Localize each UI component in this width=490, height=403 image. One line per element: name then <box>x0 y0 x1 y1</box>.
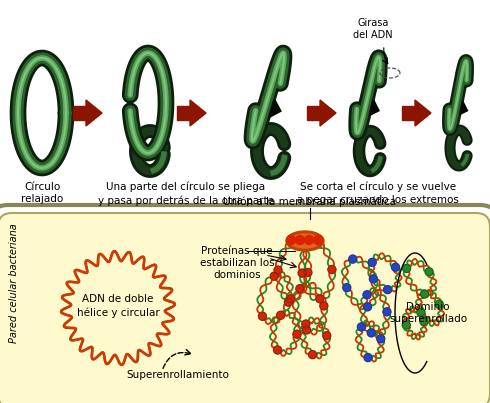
Polygon shape <box>190 100 206 126</box>
Polygon shape <box>177 106 190 120</box>
Circle shape <box>258 312 267 320</box>
Circle shape <box>274 266 282 274</box>
Circle shape <box>302 326 311 334</box>
Circle shape <box>383 308 391 316</box>
Circle shape <box>302 320 310 328</box>
Circle shape <box>435 300 443 308</box>
Polygon shape <box>86 100 102 126</box>
Polygon shape <box>307 106 320 120</box>
Circle shape <box>310 239 318 247</box>
Circle shape <box>402 321 410 329</box>
Circle shape <box>284 298 293 306</box>
Circle shape <box>368 258 376 266</box>
Circle shape <box>364 353 372 361</box>
Circle shape <box>273 346 282 354</box>
Text: Círculo
relajado: Círculo relajado <box>21 182 63 204</box>
Text: Pared celular bacteriana: Pared celular bacteriana <box>9 223 19 343</box>
Circle shape <box>363 291 371 299</box>
Text: Una parte del círculo se pliega
y pasa por detrás de la otra parte: Una parte del círculo se pliega y pasa p… <box>98 182 274 206</box>
Circle shape <box>420 317 428 325</box>
Circle shape <box>364 303 371 311</box>
Circle shape <box>293 330 301 338</box>
Circle shape <box>403 264 411 272</box>
Circle shape <box>304 268 312 276</box>
Text: ADN de doble
hélice y circular: ADN de doble hélice y circular <box>76 294 159 318</box>
Polygon shape <box>320 100 336 126</box>
Circle shape <box>369 275 377 283</box>
Circle shape <box>323 332 331 340</box>
Circle shape <box>377 335 385 343</box>
Text: Girasa
del ADN: Girasa del ADN <box>353 19 393 40</box>
Text: Dominio
superenrollado: Dominio superenrollado <box>389 302 467 324</box>
Circle shape <box>392 263 399 271</box>
Circle shape <box>368 329 375 337</box>
Circle shape <box>343 284 351 292</box>
Circle shape <box>286 295 294 303</box>
Circle shape <box>320 302 328 310</box>
Ellipse shape <box>286 231 324 251</box>
Circle shape <box>276 311 285 319</box>
Circle shape <box>425 268 433 276</box>
Circle shape <box>295 235 304 245</box>
Polygon shape <box>402 106 415 120</box>
Circle shape <box>349 255 357 263</box>
Circle shape <box>287 235 295 245</box>
Text: Superenrollamiento: Superenrollamiento <box>126 370 229 380</box>
Circle shape <box>420 290 429 298</box>
Circle shape <box>314 235 322 245</box>
Circle shape <box>384 286 392 294</box>
Circle shape <box>292 239 300 247</box>
Circle shape <box>316 295 324 303</box>
Polygon shape <box>415 100 431 126</box>
FancyBboxPatch shape <box>0 213 490 403</box>
Circle shape <box>309 351 317 359</box>
Circle shape <box>298 269 306 277</box>
Ellipse shape <box>290 234 320 248</box>
Text: Se corta el círculo y se vuelve
a pegar cruzando los extremos: Se corta el círculo y se vuelve a pegar … <box>297 182 459 205</box>
Circle shape <box>296 285 304 293</box>
Text: Proteínas que
estabilizan los
dominios: Proteínas que estabilizan los dominios <box>200 245 274 280</box>
Circle shape <box>304 235 314 245</box>
Circle shape <box>270 272 278 280</box>
Text: Unión a la membrana plasmática: Unión a la membrana plasmática <box>223 197 396 207</box>
FancyBboxPatch shape <box>0 205 490 403</box>
Circle shape <box>417 308 425 316</box>
Polygon shape <box>73 106 86 120</box>
Circle shape <box>328 266 336 274</box>
Circle shape <box>357 323 366 331</box>
